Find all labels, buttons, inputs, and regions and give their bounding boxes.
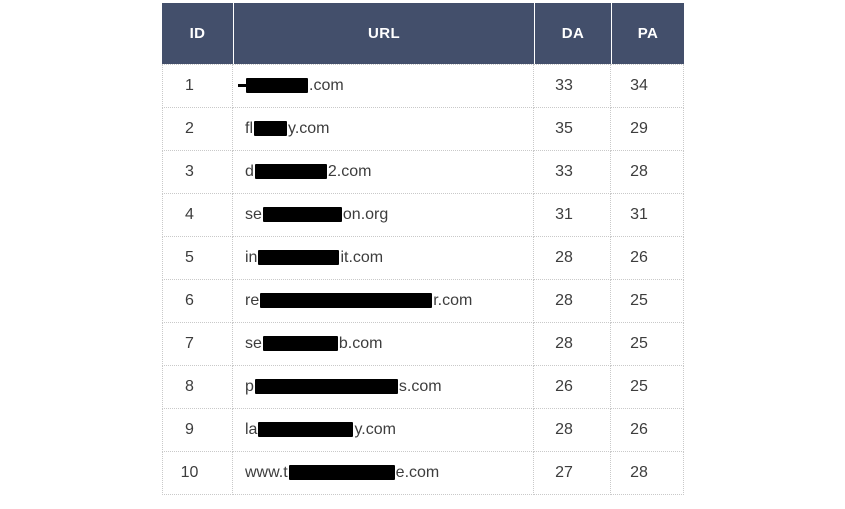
table-row: 5 in it.com 28 26 — [162, 237, 684, 280]
url-cell: .com — [233, 64, 534, 108]
url-cell: se b.com — [233, 323, 534, 366]
pa-cell: 25 — [611, 280, 684, 323]
id-cell: 7 — [162, 323, 233, 366]
url-suffix-text: on.org — [342, 206, 389, 223]
table-row: 8 p s.com 26 25 — [162, 366, 684, 409]
table-row: 7 se b.com 28 25 — [162, 323, 684, 366]
url-suffix-text: 2.com — [327, 163, 372, 180]
header-row: ID URL DA PA — [162, 3, 684, 64]
page: ID URL DA PA 1 .com 33 34 2 fl y.com 35 2… — [162, 3, 684, 495]
pa-cell: 26 — [611, 237, 684, 280]
redaction-bar — [288, 465, 395, 480]
id-cell: 5 — [162, 237, 233, 280]
redaction-bar — [254, 164, 327, 179]
url-suffix-text: s.com — [398, 378, 442, 395]
pa-cell: 26 — [611, 409, 684, 452]
redaction-bar — [262, 336, 338, 351]
column-header-pa: PA — [611, 3, 684, 64]
domain-metrics-table: ID URL DA PA 1 .com 33 34 2 fl y.com 35 2… — [162, 3, 684, 495]
table-row: 6 re r.com 28 25 — [162, 280, 684, 323]
column-header-id: ID — [162, 3, 233, 64]
pa-cell: 28 — [611, 452, 684, 495]
url-cell: re r.com — [233, 280, 534, 323]
redaction-bar — [258, 250, 340, 265]
id-cell: 4 — [162, 194, 233, 237]
table-row: 9 la y.com 28 26 — [162, 409, 684, 452]
pa-cell: 34 — [611, 64, 684, 108]
table-row: 4 se on.org 31 31 — [162, 194, 684, 237]
pa-cell: 29 — [611, 108, 684, 151]
url-cell: www.t e.com — [233, 452, 534, 495]
redaction-bar — [254, 121, 287, 136]
table-row: 3 d 2.com 33 28 — [162, 151, 684, 194]
pa-cell: 25 — [611, 323, 684, 366]
url-suffix-text: e.com — [395, 464, 440, 481]
url-cell: la y.com — [233, 409, 534, 452]
url-suffix-text: y.com — [288, 120, 330, 137]
url-cell: d 2.com — [233, 151, 534, 194]
da-cell: 26 — [534, 366, 611, 409]
column-header-da: DA — [534, 3, 611, 64]
da-cell: 35 — [534, 108, 611, 151]
da-cell: 28 — [534, 409, 611, 452]
url-suffix-text: b.com — [338, 335, 383, 352]
table-row: 2 fl y.com 35 29 — [162, 108, 684, 151]
id-cell: 6 — [162, 280, 233, 323]
redaction-bar — [262, 207, 342, 222]
da-cell: 28 — [534, 323, 611, 366]
da-cell: 33 — [534, 64, 611, 108]
url-prefix-text: www.t — [245, 464, 288, 481]
da-cell: 33 — [534, 151, 611, 194]
url-prefix-text: in — [245, 249, 258, 266]
da-cell: 28 — [534, 237, 611, 280]
redaction-bar — [238, 78, 308, 93]
redaction-bar — [254, 379, 398, 394]
id-cell: 3 — [162, 151, 233, 194]
url-suffix-text: r.com — [433, 292, 473, 309]
url-prefix-text: se — [245, 335, 262, 352]
url-cell: fl y.com — [233, 108, 534, 151]
id-cell: 9 — [162, 409, 233, 452]
url-prefix-text: se — [245, 206, 262, 223]
da-cell: 31 — [534, 194, 611, 237]
url-suffix-text: y.com — [354, 421, 396, 438]
pa-cell: 28 — [611, 151, 684, 194]
id-cell: 8 — [162, 366, 233, 409]
url-prefix-text: la — [245, 421, 258, 438]
url-prefix-text: re — [245, 292, 260, 309]
url-prefix-text: d — [245, 163, 254, 180]
pa-cell: 31 — [611, 194, 684, 237]
redaction-bar — [260, 293, 433, 308]
da-cell: 27 — [534, 452, 611, 495]
pa-cell: 25 — [611, 366, 684, 409]
id-cell: 1 — [162, 64, 233, 108]
url-suffix-text: .com — [309, 77, 344, 94]
url-cell: p s.com — [233, 366, 534, 409]
table-row: 1 .com 33 34 — [162, 64, 684, 108]
id-cell: 2 — [162, 108, 233, 151]
url-suffix-text: it.com — [340, 249, 384, 266]
table-row: 10 www.t e.com 27 28 — [162, 452, 684, 495]
url-prefix-text: p — [245, 378, 254, 395]
da-cell: 28 — [534, 280, 611, 323]
column-header-url: URL — [233, 3, 534, 64]
url-cell: se on.org — [233, 194, 534, 237]
id-cell: 10 — [162, 452, 233, 495]
redaction-bar — [258, 422, 354, 437]
url-prefix-text: fl — [245, 120, 253, 137]
url-cell: in it.com — [233, 237, 534, 280]
